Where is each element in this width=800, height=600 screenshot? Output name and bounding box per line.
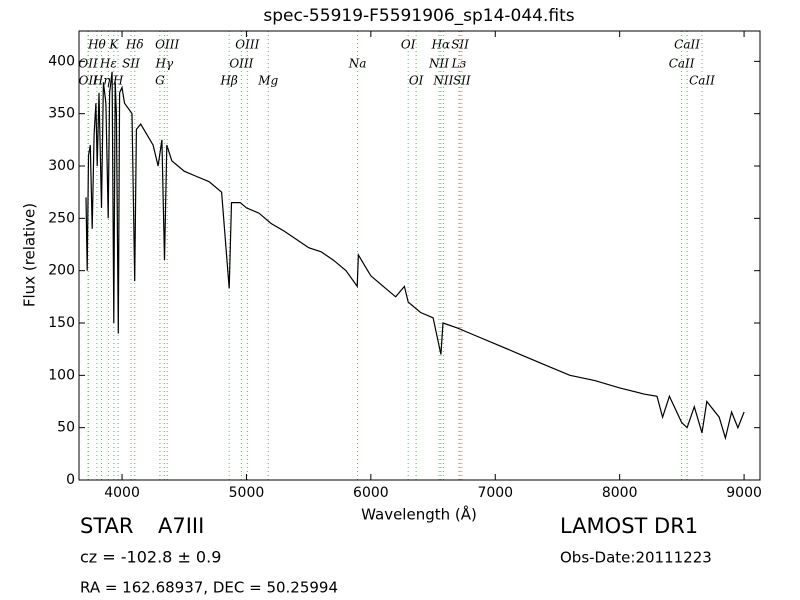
spectral-line-label: Na — [348, 57, 367, 71]
y-tick-label: 0 — [66, 472, 75, 488]
object-subclass: A7III — [158, 514, 204, 538]
y-tick-label: 300 — [48, 158, 75, 174]
spectral-line-label: OII — [79, 74, 99, 88]
x-tick-label: 7000 — [477, 485, 513, 501]
spectral-line-label: K — [108, 38, 119, 52]
spectral-line-label: CaII — [669, 57, 695, 71]
y-tick-label: 100 — [48, 367, 75, 383]
chart-title: spec-55919-F5591906_sp14-044.fits — [263, 6, 574, 26]
y-tick-label: 350 — [48, 106, 75, 122]
obs-date: Obs-Date:20111223 — [560, 549, 712, 567]
spectral-line-label: Hε — [99, 57, 117, 71]
spectral-line-label: OIII — [155, 38, 179, 52]
spectral-line-label: CaII — [674, 38, 700, 52]
spectral-line-label: OI — [409, 74, 424, 88]
x-tick-label: 6000 — [353, 485, 389, 501]
spectral-line-label: Hγ — [155, 57, 174, 71]
spectral-line-label: Hδ — [125, 38, 144, 52]
x-tick-label: 8000 — [602, 485, 638, 501]
spectral-line-label: OIII — [235, 38, 259, 52]
spectral-line-label: OIII — [229, 57, 253, 71]
x-axis-label: Wavelength (Å) — [361, 505, 477, 524]
x-tick-label: 4000 — [104, 485, 140, 501]
spectral-line-label: Hβ — [219, 74, 237, 88]
spectral-line-label: Hθ — [87, 38, 106, 52]
spectral-line-label: NII — [428, 57, 449, 71]
y-tick-label: 200 — [48, 263, 75, 279]
survey-name: LAMOST DR1 — [560, 514, 698, 538]
spectral-line-label: NII — [432, 74, 453, 88]
spectral-line-label: SII — [122, 57, 140, 71]
spectral-line-label: G — [155, 74, 165, 88]
object-class: STAR — [80, 514, 133, 538]
spectral-line-label: Mg — [257, 74, 278, 88]
spectrum-line — [85, 71, 745, 441]
x-tick-label: 5000 — [229, 485, 265, 501]
y-tick-label: 50 — [57, 420, 75, 436]
spectral-line-label: Lз — [451, 57, 467, 71]
y-tick-label: 400 — [48, 53, 75, 69]
spectral-line-label: SII — [451, 38, 469, 52]
redshift: cz = -102.8 ± 0.9 — [80, 548, 221, 567]
plot-frame — [78, 30, 761, 481]
x-tick-label: 9000 — [726, 485, 762, 501]
spectral-line-label: Hα — [431, 38, 451, 52]
coordinates: RA = 162.68937, DEC = 50.25994 — [80, 579, 338, 597]
y-tick-label: 150 — [48, 315, 75, 331]
spectral-line-label: H — [112, 74, 124, 88]
spectral-line-label: SII — [453, 74, 471, 88]
spectral-line-label: CaII — [689, 74, 715, 88]
spectral-line-label: Hη — [92, 74, 111, 88]
spectral-line-label: OI — [401, 38, 416, 52]
y-axis-label: Flux (relative) — [21, 203, 39, 307]
y-tick-label: 250 — [48, 210, 75, 226]
